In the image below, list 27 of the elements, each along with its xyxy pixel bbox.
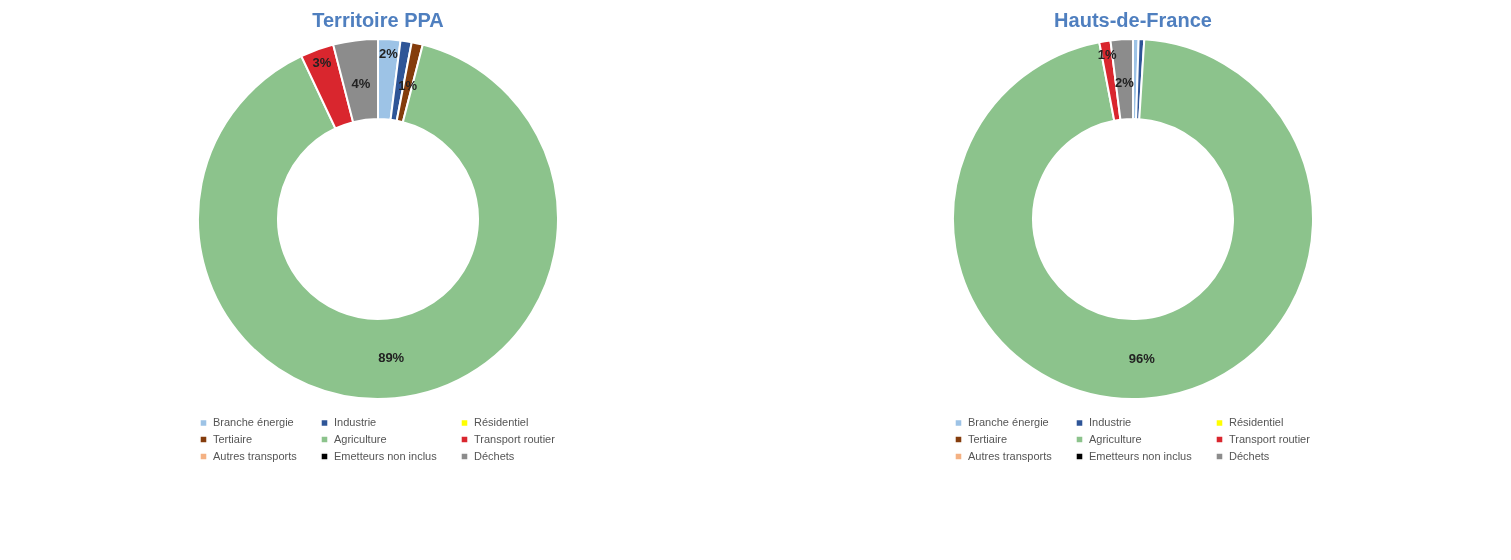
- data-label: 2%: [378, 45, 398, 61]
- legend-label: Résidentiel: [473, 415, 528, 428]
- legend-label: Tertiaire: [212, 432, 252, 445]
- legend-label: Autres transports: [967, 449, 1052, 462]
- legend-label: Emetteurs non inclus: [333, 449, 437, 462]
- data-label: 1%: [1097, 47, 1117, 63]
- legend-label: Branche énergie: [212, 415, 294, 428]
- legend-label: Branche énergie: [967, 415, 1049, 428]
- legend-label: Résidentiel: [1228, 415, 1283, 428]
- data-label: 3%: [312, 55, 332, 71]
- legend-label: Déchets: [473, 449, 515, 462]
- legend-label: Industrie: [333, 415, 376, 428]
- legend-label: Transport routier: [1228, 432, 1310, 445]
- legend-label: Agriculture: [333, 432, 387, 445]
- legend-label: Tertiaire: [967, 432, 1007, 445]
- legend-label: Industrie: [1088, 415, 1131, 428]
- data-label: 4%: [351, 76, 371, 92]
- data-label: 1%: [397, 78, 417, 94]
- legend-label: Transport routier: [473, 432, 555, 445]
- data-label: 89%: [377, 350, 405, 366]
- data-label: 96%: [1128, 350, 1155, 366]
- legend-label: Déchets: [1228, 449, 1270, 462]
- legend-label: Agriculture: [1088, 432, 1142, 445]
- legend-label: Autres transports: [212, 449, 297, 462]
- legend-label: Emetteurs non inclus: [1088, 449, 1192, 462]
- chart-title: Hauts-de-France: [1053, 9, 1212, 31]
- chart-title: Territoire PPA: [311, 9, 444, 31]
